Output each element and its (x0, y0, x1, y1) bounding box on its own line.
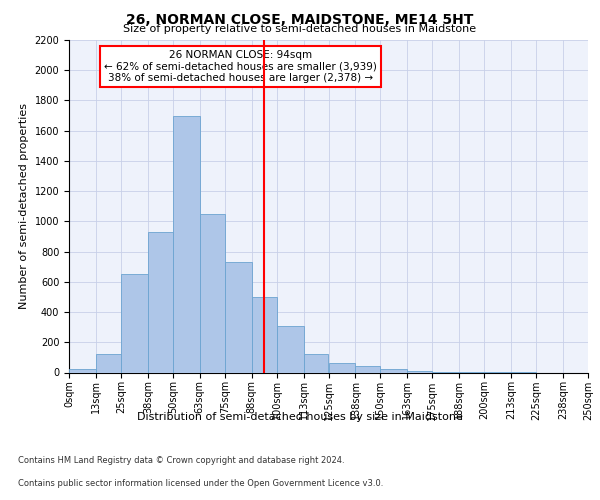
Bar (329, 362, 355, 372)
Bar (148, 232, 173, 372)
Bar (355, 366, 380, 372)
Bar (200, 214, 225, 372)
Text: 26 NORMAN CLOSE: 94sqm
← 62% of semi-detached houses are smaller (3,939)
38% of : 26 NORMAN CLOSE: 94sqm ← 62% of semi-det… (104, 50, 377, 83)
Bar (69, 370, 96, 372)
Bar (96, 354, 121, 372)
Bar (380, 370, 407, 372)
Bar (277, 326, 304, 372)
Bar (304, 354, 329, 372)
Bar (407, 371, 432, 372)
Bar (173, 116, 200, 372)
Bar (121, 274, 148, 372)
Text: 26, NORMAN CLOSE, MAIDSTONE, ME14 5HT: 26, NORMAN CLOSE, MAIDSTONE, ME14 5HT (127, 12, 473, 26)
Text: Size of property relative to semi-detached houses in Maidstone: Size of property relative to semi-detach… (124, 24, 476, 34)
Bar (251, 297, 277, 372)
Text: Distribution of semi-detached houses by size in Maidstone: Distribution of semi-detached houses by … (137, 412, 463, 422)
Text: Contains public sector information licensed under the Open Government Licence v3: Contains public sector information licen… (18, 478, 383, 488)
Y-axis label: Number of semi-detached properties: Number of semi-detached properties (19, 104, 29, 309)
Bar (225, 262, 251, 372)
Text: Contains HM Land Registry data © Crown copyright and database right 2024.: Contains HM Land Registry data © Crown c… (18, 456, 344, 465)
